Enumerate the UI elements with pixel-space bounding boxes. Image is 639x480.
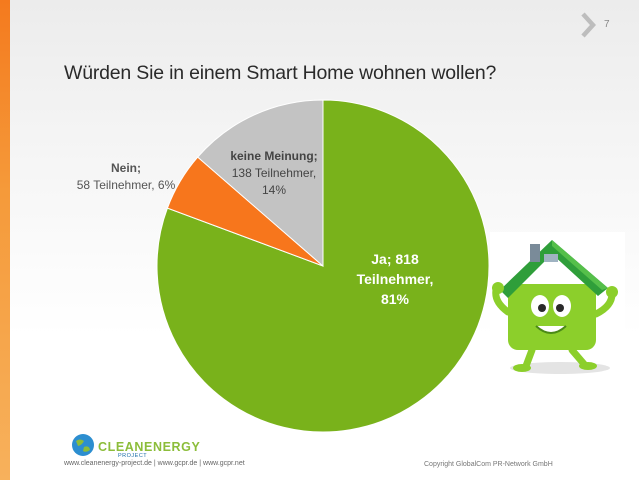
label-nein-title: Nein; <box>111 161 141 175</box>
accent-bar <box>0 0 10 480</box>
label-ja-count: Teilnehmer, <box>356 271 434 287</box>
footer-copyright: Copyright GlobalCom PR-Network GmbH <box>424 461 553 468</box>
label-ja-title: Ja; 818 <box>371 251 419 267</box>
label-keine-meinung: keine Meinung; 138 Teilnehmer, 14% <box>214 148 334 199</box>
label-keine-count: 138 Teilnehmer, <box>231 166 317 180</box>
pie-slice-keine-meinung <box>197 99 324 268</box>
logo-subtitle: PROJECT <box>118 453 148 459</box>
logo-text: CLEANENERGY <box>98 440 201 454</box>
label-keine-percent: 14% <box>261 183 287 197</box>
footer-links[interactable]: www.cleanenergy-project.de | www.gcpr.de… <box>64 460 245 467</box>
slide-title: Würden Sie in einem Smart Home wohnen wo… <box>64 62 497 84</box>
next-slide-chevron-icon[interactable] <box>580 12 596 38</box>
cleanenergy-globe-icon <box>72 434 94 456</box>
label-ja-percent: 81% <box>380 291 410 307</box>
label-ja: Ja; 818 Teilnehmer, 81% <box>340 249 450 309</box>
smart-house-mascot-icon <box>490 232 625 377</box>
label-keine-title: keine Meinung; <box>230 149 318 163</box>
label-nein-value: 58 Teilnehmer, 6% <box>76 178 176 192</box>
label-nein: Nein; 58 Teilnehmer, 6% <box>66 160 186 194</box>
page-number: 7 <box>604 19 610 30</box>
